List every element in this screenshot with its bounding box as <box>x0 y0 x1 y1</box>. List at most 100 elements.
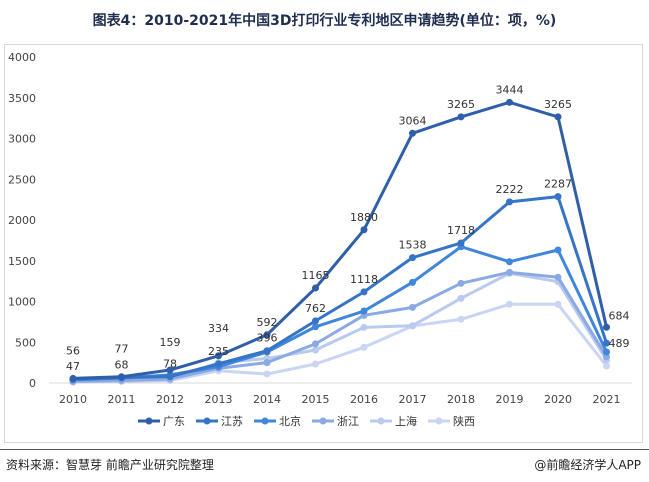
y-tick-label: 1000 <box>8 296 36 309</box>
data-label: 235 <box>208 345 229 358</box>
legend-label: 上海 <box>395 414 417 428</box>
data-label: 78 <box>163 358 177 371</box>
legend-label: 北京 <box>279 414 301 428</box>
data-label: 592 <box>257 316 278 329</box>
data-point <box>263 331 271 339</box>
data-point <box>360 323 368 331</box>
series-line-浙江 <box>72 270 608 383</box>
series-line-陕西 <box>72 302 608 384</box>
x-tick-label: 2017 <box>399 393 427 406</box>
data-point <box>603 348 610 356</box>
x-tick-label: 2012 <box>156 393 184 406</box>
data-point <box>603 362 610 370</box>
chart-frame <box>4 44 643 443</box>
data-point <box>263 347 271 355</box>
data-point <box>457 315 465 323</box>
series-line-江苏 <box>72 195 608 381</box>
data-point <box>312 340 319 348</box>
x-tick-label: 2013 <box>205 393 233 406</box>
data-point <box>506 300 513 308</box>
source-note: 资料来源：智慧芽 前瞻产业研究院整理 <box>6 458 214 472</box>
data-point <box>409 254 416 262</box>
y-tick-label: 4000 <box>8 51 36 64</box>
data-label: 1165 <box>302 269 330 282</box>
legend-marker <box>435 417 443 425</box>
brand-credit: @前瞻经济学人APP <box>534 458 641 472</box>
data-point <box>409 278 416 286</box>
data-label: 1880 <box>350 211 378 224</box>
series-line-北京 <box>72 245 608 382</box>
chart-title: 图表4：2010-2021年中国3D打印行业专利地区申请趋势(单位：项，%) <box>92 13 557 29</box>
data-point <box>360 343 368 351</box>
data-point <box>312 323 319 331</box>
data-point <box>360 307 368 315</box>
legend-label: 陕西 <box>453 414 475 428</box>
data-label: 68 <box>115 358 129 371</box>
data-label: 1118 <box>350 273 378 286</box>
data-point <box>457 113 465 121</box>
data-label: 159 <box>160 336 181 349</box>
data-point <box>554 193 562 201</box>
y-tick-label: 2500 <box>8 173 36 186</box>
data-label: 396 <box>257 332 278 345</box>
data-point <box>457 294 465 302</box>
data-point <box>312 317 319 325</box>
data-point <box>312 284 319 292</box>
data-point <box>312 346 319 354</box>
y-tick-label: 500 <box>15 336 36 349</box>
data-label: 684 <box>609 309 630 322</box>
data-label: 47 <box>66 360 80 373</box>
data-point <box>506 258 513 266</box>
data-point <box>554 246 562 254</box>
x-tick-label: 2016 <box>350 393 378 406</box>
data-point <box>263 370 271 378</box>
data-point <box>603 339 610 347</box>
x-tick-label: 2021 <box>593 393 621 406</box>
data-point <box>409 303 416 311</box>
data-point <box>506 198 513 206</box>
legend-marker <box>377 417 385 425</box>
series-line-上海 <box>72 271 608 384</box>
data-point <box>215 352 222 360</box>
data-label: 1538 <box>399 239 427 252</box>
data-point <box>360 226 368 234</box>
legend-marker <box>145 417 153 425</box>
data-point <box>360 288 368 296</box>
data-label: 334 <box>208 322 229 335</box>
data-point <box>69 374 77 382</box>
y-tick-label: 3000 <box>8 133 36 146</box>
y-tick-label: 0 <box>29 377 36 390</box>
line-chart: 0 500 1000 1500 2000 2500 3000 3500 4000 2010 2011… <box>8 51 632 428</box>
x-tick-label: 2010 <box>59 393 87 406</box>
data-point <box>554 273 562 281</box>
x-tick-label: 2018 <box>447 393 475 406</box>
data-point <box>506 268 513 276</box>
data-label: 56 <box>66 344 80 357</box>
data-label: 1718 <box>447 224 475 237</box>
footer-divider <box>0 449 649 450</box>
data-label: 77 <box>115 343 129 356</box>
data-label: 3064 <box>399 114 427 127</box>
y-tick-label: 2000 <box>8 214 36 227</box>
series-line-广东 <box>72 100 608 380</box>
data-point <box>457 239 465 247</box>
data-label: 3444 <box>496 83 524 96</box>
legend-label: 江苏 <box>221 415 243 428</box>
data-label: 2287 <box>544 178 572 191</box>
x-tick-label: 2020 <box>544 393 572 406</box>
x-tick-label: 2014 <box>253 393 281 406</box>
data-point <box>554 300 562 308</box>
legend-label: 广东 <box>163 415 185 428</box>
x-tick-label: 2015 <box>302 393 330 406</box>
data-label: 3265 <box>544 98 572 111</box>
data-point <box>409 322 416 330</box>
legend-label: 浙江 <box>337 415 359 428</box>
legend-marker <box>319 417 327 425</box>
data-point <box>409 129 416 137</box>
data-point <box>312 360 319 368</box>
y-tick-label: 3500 <box>8 92 36 105</box>
data-point <box>215 360 222 368</box>
data-label: 3265 <box>447 98 475 111</box>
x-tick-label: 2011 <box>108 393 136 406</box>
data-label: 489 <box>609 337 630 350</box>
